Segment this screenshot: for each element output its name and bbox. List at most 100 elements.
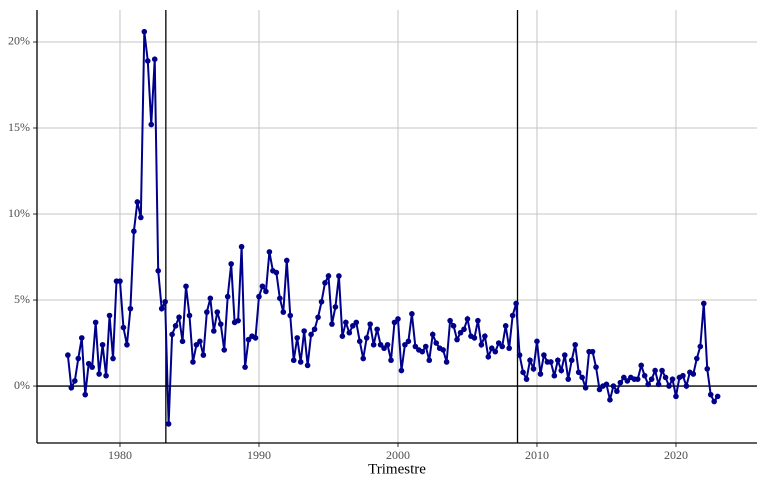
point	[363, 335, 370, 341]
point	[641, 372, 648, 379]
point	[662, 374, 669, 381]
point	[228, 261, 234, 267]
point	[624, 378, 631, 384]
point	[134, 199, 141, 205]
point	[405, 338, 412, 345]
y-tick-label: 20%	[8, 34, 30, 48]
point	[634, 376, 641, 382]
point	[103, 372, 109, 379]
point	[277, 295, 283, 302]
point	[131, 228, 137, 235]
point	[200, 352, 207, 358]
point	[242, 364, 248, 370]
point	[155, 267, 162, 274]
point	[565, 376, 572, 382]
point	[339, 333, 346, 339]
point	[495, 340, 502, 346]
x-tick-label: 2010	[525, 448, 549, 462]
point	[322, 280, 328, 286]
point	[120, 324, 127, 331]
point	[343, 319, 349, 326]
point	[214, 309, 221, 315]
point	[374, 326, 380, 333]
point	[482, 333, 488, 339]
point	[256, 293, 262, 300]
point	[617, 379, 624, 386]
point	[172, 323, 179, 329]
point	[96, 371, 102, 377]
point	[148, 121, 155, 128]
point	[92, 319, 99, 326]
point	[426, 357, 433, 364]
point	[506, 345, 512, 352]
point	[360, 355, 367, 362]
point	[217, 321, 224, 327]
point	[673, 393, 679, 400]
point	[325, 273, 332, 279]
point	[711, 398, 717, 405]
point	[409, 311, 415, 317]
point	[537, 371, 544, 377]
point	[548, 359, 554, 365]
point	[169, 331, 175, 338]
y-tick-label: 15%	[8, 120, 30, 134]
point	[68, 384, 75, 391]
point	[204, 309, 210, 315]
point	[555, 357, 561, 364]
point	[349, 323, 356, 329]
x-tick-label: 2000	[386, 448, 410, 462]
point	[683, 383, 690, 389]
point	[607, 397, 613, 403]
point	[263, 288, 269, 295]
point	[259, 283, 266, 290]
point	[346, 329, 353, 336]
point	[266, 249, 273, 255]
x-axis-title: Trimestre	[368, 461, 426, 477]
point	[294, 335, 301, 341]
point	[454, 336, 460, 343]
x-tick-label: 1990	[247, 448, 271, 462]
point	[304, 362, 311, 369]
point	[422, 343, 429, 350]
point	[124, 341, 130, 348]
point	[652, 367, 658, 374]
point	[273, 269, 280, 276]
point	[377, 341, 384, 348]
point	[297, 359, 304, 365]
point	[447, 317, 453, 324]
point	[440, 347, 446, 353]
x-tick-label: 2020	[664, 448, 688, 462]
point	[110, 355, 116, 362]
point	[680, 372, 686, 379]
point	[65, 352, 71, 358]
point	[162, 298, 168, 305]
point	[593, 364, 599, 370]
point	[561, 352, 568, 358]
point	[315, 314, 321, 321]
point	[666, 383, 672, 389]
point	[283, 257, 290, 264]
point	[614, 388, 620, 395]
point	[520, 369, 526, 376]
point	[106, 312, 113, 319]
point	[176, 314, 182, 321]
point	[221, 347, 228, 353]
point	[238, 243, 245, 250]
point	[527, 357, 533, 364]
point	[582, 384, 589, 391]
point	[648, 376, 655, 382]
point	[183, 283, 189, 290]
point	[197, 338, 203, 345]
point	[82, 391, 89, 398]
point	[165, 421, 172, 427]
y-tick-label: 10%	[8, 206, 30, 220]
point	[492, 348, 499, 355]
point	[655, 381, 662, 388]
point	[144, 58, 151, 64]
point	[589, 348, 596, 355]
point	[395, 316, 401, 322]
point	[85, 360, 92, 367]
point	[158, 305, 165, 312]
point	[336, 273, 342, 279]
